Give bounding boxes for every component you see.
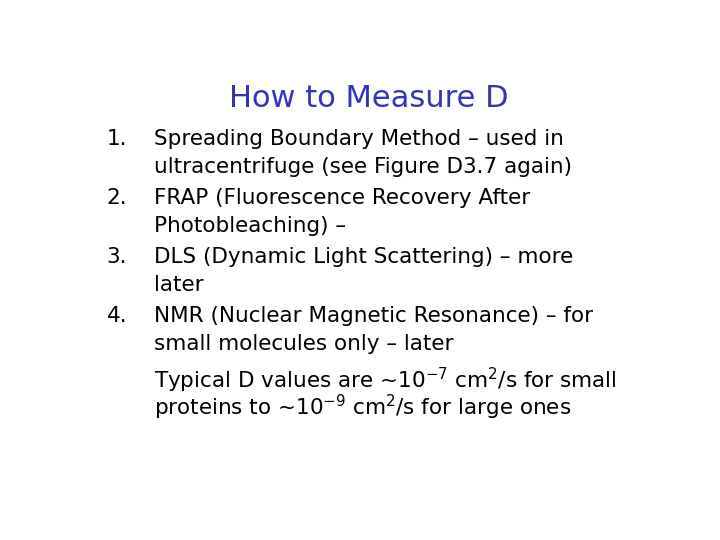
Text: 3.: 3. (107, 247, 127, 267)
Text: later: later (154, 275, 204, 295)
Text: How to Measure D: How to Measure D (229, 84, 509, 112)
Text: Photobleaching) –: Photobleaching) – (154, 216, 346, 236)
Text: Spreading Boundary Method – used in: Spreading Boundary Method – used in (154, 129, 564, 149)
Text: 1.: 1. (107, 129, 127, 149)
Text: FRAP (Fluorescence Recovery After: FRAP (Fluorescence Recovery After (154, 188, 531, 208)
Text: 2.: 2. (107, 188, 127, 208)
Text: DLS (Dynamic Light Scattering) – more: DLS (Dynamic Light Scattering) – more (154, 247, 573, 267)
Text: NMR (Nuclear Magnetic Resonance) – for: NMR (Nuclear Magnetic Resonance) – for (154, 306, 593, 326)
Text: Typical D values are ~$\mathregular{10^{-7}}$ cm$\mathregular{^2}$/s for small: Typical D values are ~$\mathregular{10^{… (154, 366, 617, 395)
Text: proteins to ~$\mathregular{10^{-9}}$ cm$\mathregular{^2}$/s for large ones: proteins to ~$\mathregular{10^{-9}}$ cm$… (154, 393, 572, 422)
Text: 4.: 4. (107, 306, 127, 326)
Text: ultracentrifuge (see Figure D3.7 again): ultracentrifuge (see Figure D3.7 again) (154, 157, 572, 177)
Text: small molecules only – later: small molecules only – later (154, 334, 454, 354)
